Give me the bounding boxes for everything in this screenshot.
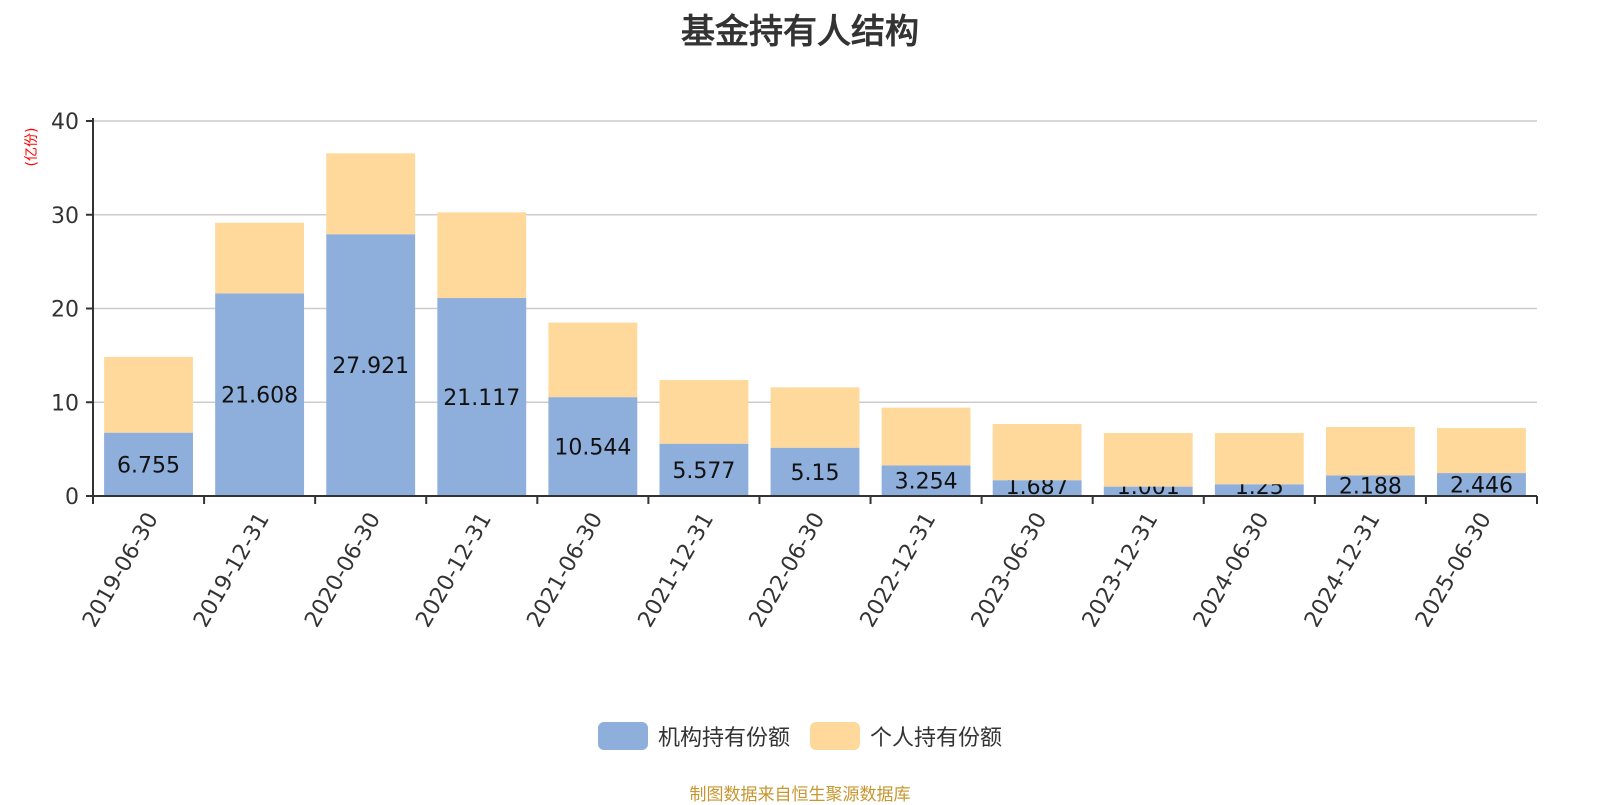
bar-value-label: 5.15 (791, 461, 840, 486)
bar-institutional[interactable] (1325, 475, 1415, 496)
chart-title: 基金持有人结构 (681, 12, 919, 52)
bar-value-label: 5.577 (672, 459, 735, 484)
bar-individual[interactable] (992, 424, 1082, 481)
x-tick-label: 2021-06-30 (522, 509, 608, 632)
bar-individual[interactable] (881, 407, 971, 466)
x-tick-label: 2019-06-30 (78, 509, 164, 632)
bar-value-label: 3.254 (895, 470, 958, 495)
bar-value-label: 10.544 (554, 436, 631, 461)
x-tick-label: 2025-06-30 (1411, 509, 1497, 632)
bar-institutional[interactable] (104, 432, 193, 496)
legend-label: 机构持有份额 (657, 726, 790, 751)
x-tick-label: 2023-12-31 (1078, 509, 1164, 632)
stacked-bar-chart: 0 10 20 30 40 6.755 21.608 27.921 21.117 10.544 5.… (51, 110, 1538, 632)
bar-value-label: 2.446 (1450, 474, 1513, 499)
bar-individual[interactable] (326, 153, 416, 235)
bar-institutional[interactable] (215, 293, 305, 496)
x-tick-label: 2022-06-30 (745, 509, 831, 632)
legend-item-institutional[interactable]: 机构持有份额 (597, 720, 790, 752)
bar-institutional[interactable] (770, 447, 860, 496)
bar-value-label: 21.608 (221, 384, 298, 409)
x-tick-label: 2022-12-31 (856, 509, 942, 632)
y-tick-label: 20 (51, 298, 79, 323)
x-tick-label: 2020-06-30 (300, 509, 386, 632)
x-tick-label: 2024-12-31 (1300, 509, 1386, 632)
y-tick-label: 0 (65, 485, 79, 510)
legend-item-individual[interactable]: 个人持有份额 (810, 720, 1002, 752)
bar-individual[interactable] (1325, 427, 1415, 476)
bar-individual[interactable] (1437, 428, 1526, 474)
data-source-note: 制图数据来自恒生聚源数据库 (689, 785, 911, 805)
x-tick-label: 2020-12-31 (411, 509, 497, 632)
bar-value-label: 21.117 (443, 386, 520, 411)
bar-institutional[interactable] (1103, 486, 1193, 496)
legend-swatch-individual (810, 722, 860, 750)
bar-individual[interactable] (437, 212, 527, 299)
x-tick-label: 2024-06-30 (1189, 509, 1275, 632)
legend: 机构持有份额 个人持有份额 (0, 720, 1600, 752)
bar-individual[interactable] (1214, 433, 1304, 485)
bar-institutional[interactable] (992, 480, 1082, 496)
bar-individual[interactable] (1103, 432, 1193, 487)
x-tick-label: 2019-12-31 (189, 509, 275, 632)
bar-value-label: 6.755 (117, 453, 180, 478)
x-tick-label: 2023-06-30 (967, 509, 1053, 632)
legend-swatch-institutional (597, 722, 648, 750)
bar-individual[interactable] (215, 222, 305, 294)
bar-individual[interactable] (770, 387, 860, 448)
bar-individual[interactable] (548, 322, 638, 398)
bar-institutional[interactable] (1214, 484, 1304, 496)
bar-institutional[interactable] (437, 298, 527, 496)
bar-institutional[interactable] (659, 443, 749, 496)
bar-institutional[interactable] (548, 397, 638, 496)
bar-institutional[interactable] (326, 234, 416, 496)
x-tick-label: 2021-12-31 (634, 509, 720, 632)
bar-individual[interactable] (659, 380, 749, 444)
bar-institutional[interactable] (1437, 473, 1526, 496)
bar-individual[interactable] (104, 356, 193, 433)
y-tick-label: 30 (51, 204, 79, 229)
y-tick-label: 40 (51, 110, 79, 135)
y-tick-label: 10 (51, 391, 79, 416)
bar-institutional[interactable] (881, 465, 971, 496)
bar-value-label: 27.921 (332, 354, 409, 379)
legend-label: 个人持有份额 (870, 726, 1003, 751)
